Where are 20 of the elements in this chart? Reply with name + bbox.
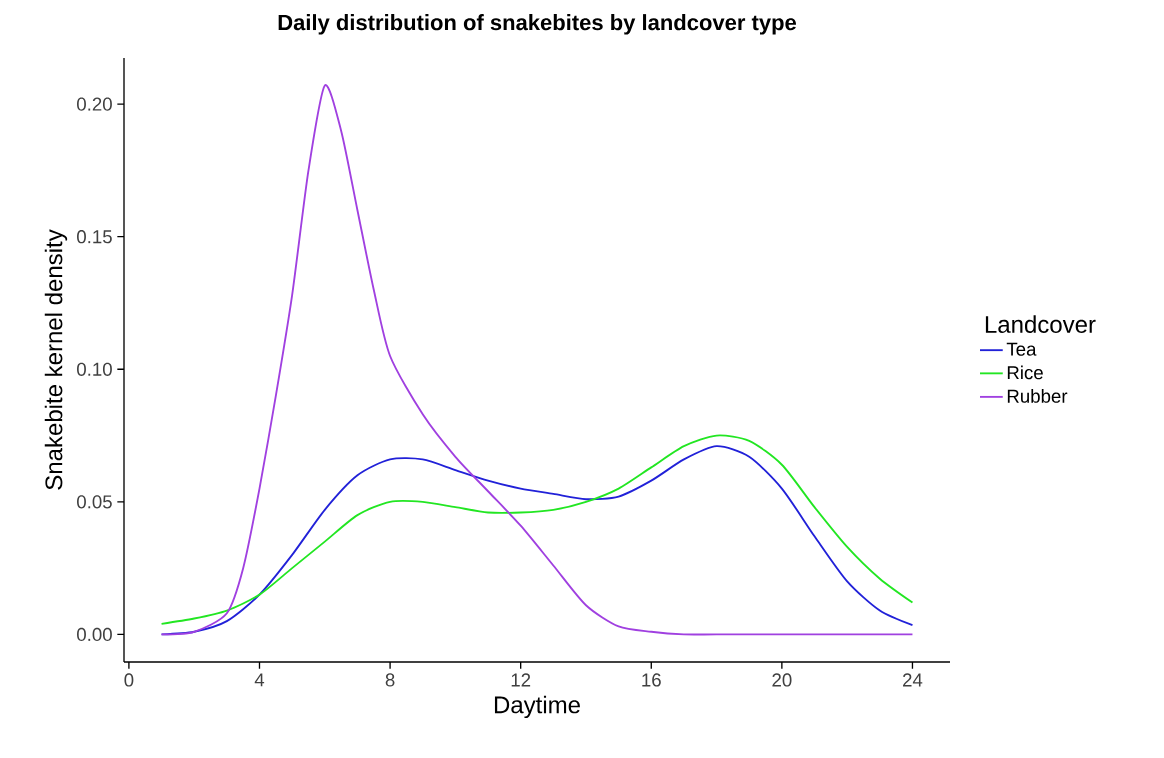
x-tick-label: 0 — [124, 673, 134, 687]
legend-label: Rice — [1007, 365, 1043, 380]
chart-title: Daily distribution of snakebites by landcover type — [278, 14, 797, 35]
x-tick-label: 16 — [642, 673, 661, 687]
x-tick-label: 20 — [772, 673, 792, 687]
x-axis-title: Daytime — [494, 695, 580, 719]
x-tick-label: 12 — [511, 673, 531, 687]
x-tick-label: 8 — [385, 673, 395, 687]
y-tick-label: 0.15 — [77, 230, 112, 244]
legend-title: Landcover — [985, 315, 1096, 333]
y-tick-label: 0.05 — [77, 495, 112, 509]
x-tick-label: 4 — [254, 673, 265, 687]
x-tick-label: 24 — [903, 673, 923, 687]
legend-label: Tea — [1006, 342, 1037, 356]
legend-label: Rubber — [1007, 389, 1068, 403]
y-tick-label: 0.10 — [77, 362, 112, 376]
y-axis-title: Snakebite kernel density — [44, 229, 68, 490]
y-tick-label: 0.00 — [77, 627, 112, 642]
line-series — [160, 84, 914, 636]
y-tick-label: 0.20 — [77, 97, 112, 111]
